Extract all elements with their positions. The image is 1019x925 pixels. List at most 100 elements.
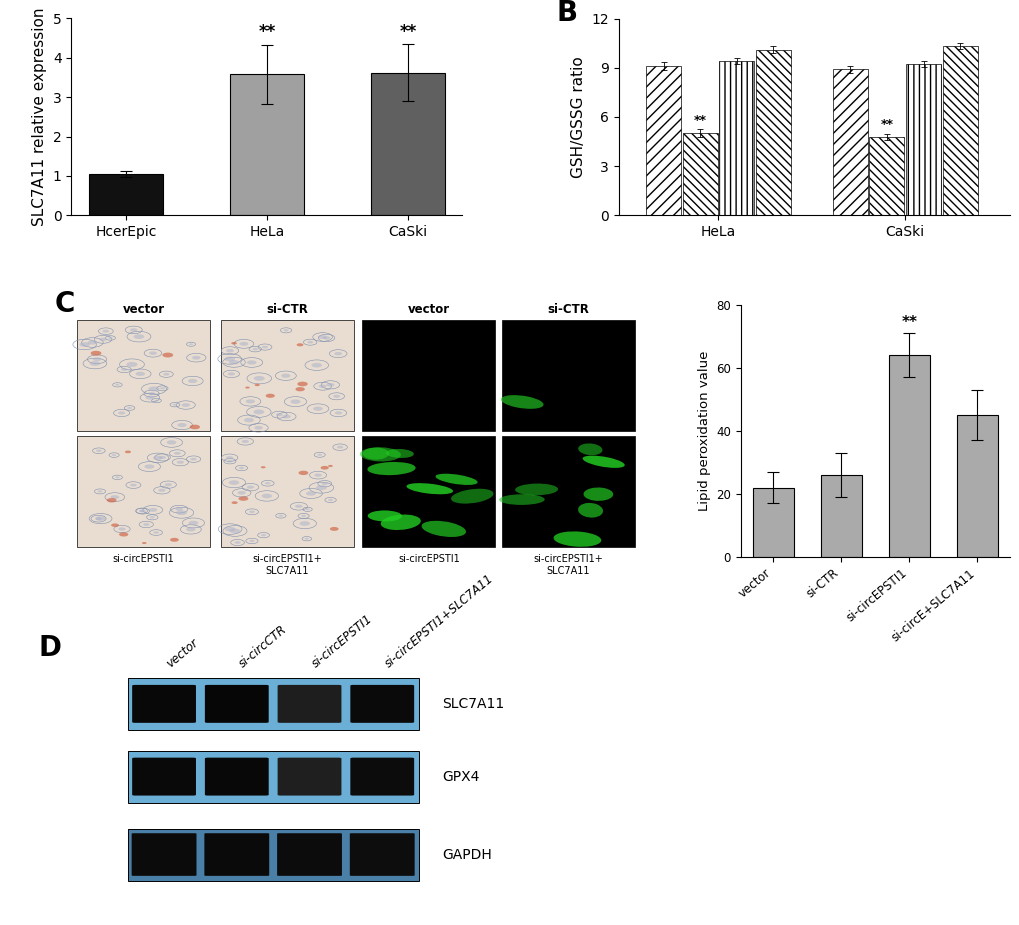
Ellipse shape: [515, 484, 557, 495]
Circle shape: [119, 533, 128, 536]
Circle shape: [133, 334, 145, 339]
Circle shape: [93, 357, 101, 361]
Circle shape: [254, 376, 265, 381]
Text: GAPDH: GAPDH: [441, 847, 491, 861]
Y-axis label: GSH/GSSG ratio: GSH/GSSG ratio: [571, 56, 585, 178]
Circle shape: [149, 352, 157, 355]
Bar: [820, 475, 861, 557]
Circle shape: [99, 338, 107, 341]
Circle shape: [229, 528, 240, 534]
Circle shape: [192, 356, 201, 360]
Circle shape: [79, 342, 90, 347]
Circle shape: [246, 400, 255, 403]
Bar: [905, 65, 940, 216]
Circle shape: [181, 403, 190, 407]
Circle shape: [245, 387, 250, 388]
Text: GPX4: GPX4: [441, 770, 479, 783]
Ellipse shape: [583, 487, 612, 500]
Circle shape: [115, 476, 119, 478]
Text: **: **: [879, 118, 893, 131]
Circle shape: [281, 374, 290, 377]
Circle shape: [96, 516, 106, 521]
Bar: [89, 174, 162, 216]
Circle shape: [158, 488, 165, 492]
FancyBboxPatch shape: [132, 758, 196, 796]
Circle shape: [318, 385, 326, 388]
Circle shape: [326, 383, 334, 387]
Circle shape: [150, 516, 155, 518]
Circle shape: [102, 329, 109, 333]
Circle shape: [176, 461, 183, 463]
Circle shape: [238, 497, 248, 500]
Circle shape: [275, 413, 282, 416]
Circle shape: [159, 456, 166, 459]
Circle shape: [242, 439, 249, 443]
Circle shape: [153, 531, 159, 534]
Bar: [888, 355, 928, 557]
Text: **: **: [693, 114, 706, 127]
Circle shape: [314, 474, 322, 477]
Circle shape: [239, 342, 249, 346]
Circle shape: [96, 450, 102, 452]
Circle shape: [334, 412, 341, 414]
Text: si-circEPSTI1: si-circEPSTI1: [112, 554, 174, 564]
Circle shape: [227, 460, 232, 462]
Circle shape: [301, 515, 306, 517]
Circle shape: [306, 491, 316, 496]
Circle shape: [173, 451, 180, 455]
Text: D: D: [39, 634, 61, 661]
Bar: [371, 73, 444, 216]
FancyBboxPatch shape: [277, 758, 341, 796]
Bar: [127, 678, 418, 730]
Bar: [755, 50, 790, 216]
Text: si-CTR: si-CTR: [547, 303, 589, 316]
Circle shape: [148, 392, 155, 395]
Circle shape: [121, 368, 127, 371]
Ellipse shape: [450, 488, 493, 503]
FancyBboxPatch shape: [204, 833, 269, 876]
Circle shape: [305, 537, 309, 539]
Bar: [752, 487, 793, 557]
Bar: [362, 320, 494, 431]
Circle shape: [139, 510, 144, 512]
Text: SLC7A11: SLC7A11: [441, 697, 503, 711]
Bar: [77, 320, 210, 431]
Bar: [127, 750, 418, 803]
Circle shape: [172, 403, 177, 406]
Circle shape: [316, 486, 327, 490]
Bar: [682, 133, 716, 216]
Circle shape: [149, 508, 157, 512]
Circle shape: [253, 410, 264, 414]
Bar: [868, 137, 904, 216]
Circle shape: [336, 446, 343, 449]
Circle shape: [166, 440, 176, 445]
Circle shape: [265, 394, 274, 398]
Ellipse shape: [385, 449, 414, 458]
Ellipse shape: [367, 511, 401, 522]
Text: **: **: [398, 22, 416, 41]
Y-axis label: SLC7A11 relative expression: SLC7A11 relative expression: [33, 7, 47, 226]
Circle shape: [111, 524, 119, 527]
Circle shape: [108, 337, 112, 339]
Text: **: **: [901, 314, 916, 329]
Bar: [230, 74, 304, 216]
Ellipse shape: [578, 443, 602, 455]
Bar: [718, 61, 753, 216]
Circle shape: [328, 499, 333, 501]
Circle shape: [98, 490, 103, 492]
Text: si-circCTR: si-circCTR: [236, 623, 289, 670]
Bar: [127, 750, 418, 803]
Circle shape: [91, 351, 101, 355]
FancyBboxPatch shape: [131, 833, 197, 876]
Circle shape: [118, 527, 125, 531]
Circle shape: [329, 527, 338, 531]
Bar: [501, 320, 634, 431]
Ellipse shape: [421, 521, 466, 537]
Text: si-circEPSTI1+
SLC7A11: si-circEPSTI1+ SLC7A11: [253, 554, 322, 576]
Circle shape: [164, 483, 172, 487]
Circle shape: [328, 465, 332, 467]
Circle shape: [226, 349, 233, 352]
Ellipse shape: [367, 462, 415, 475]
Circle shape: [300, 521, 310, 525]
Text: C: C: [54, 290, 74, 318]
